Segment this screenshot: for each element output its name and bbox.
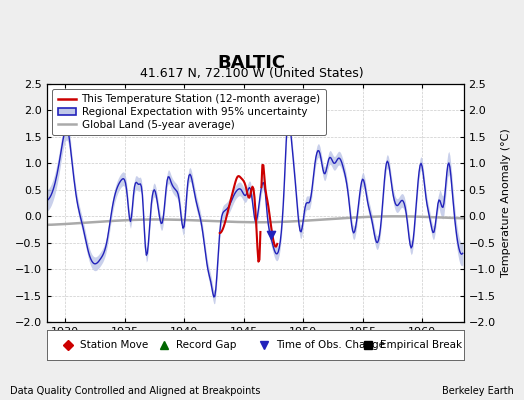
Point <box>267 232 275 238</box>
Legend: This Temperature Station (12-month average), Regional Expectation with 95% uncer: This Temperature Station (12-month avera… <box>52 89 326 135</box>
Text: Station Move: Station Move <box>81 340 149 350</box>
Text: 41.617 N, 72.100 W (United States): 41.617 N, 72.100 W (United States) <box>140 67 363 80</box>
Text: BALTIC: BALTIC <box>217 54 286 72</box>
Text: Berkeley Earth: Berkeley Earth <box>442 386 514 396</box>
Text: Data Quality Controlled and Aligned at Breakpoints: Data Quality Controlled and Aligned at B… <box>10 386 261 396</box>
Text: Empirical Break: Empirical Break <box>380 340 463 350</box>
Text: Time of Obs. Change: Time of Obs. Change <box>276 340 385 350</box>
Text: Record Gap: Record Gap <box>176 340 237 350</box>
Y-axis label: Temperature Anomaly (°C): Temperature Anomaly (°C) <box>501 129 511 277</box>
